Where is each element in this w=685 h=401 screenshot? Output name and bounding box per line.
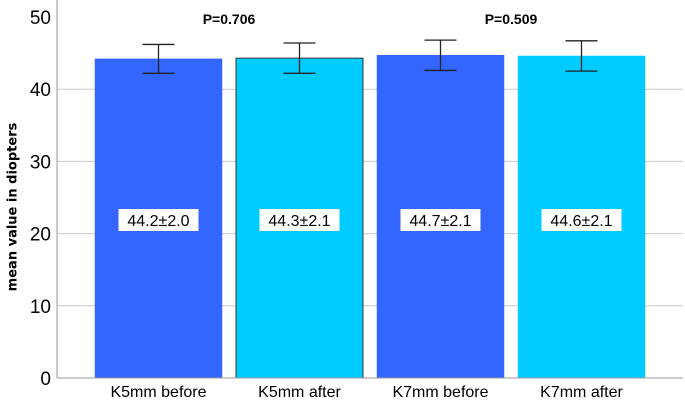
x-tick-label: K5mm before [110,384,206,401]
x-axis: K5mm before K5mm after K7mm before K7mm aft… [57,377,683,401]
svg-text:44.7±2.1: 44.7±2.1 [409,213,471,230]
p-value-label: P=0.509 [485,11,538,27]
data-label: 44.3±2.1 [259,209,340,231]
y-axis: 0 10 20 30 40 50 [30,0,58,390]
svg-text:44.2±2.0: 44.2±2.0 [127,213,189,230]
bars [94,55,646,379]
y-tick-label: 0 [40,369,51,390]
svg-text:44.6±2.1: 44.6±2.1 [550,213,612,230]
data-label: 44.6±2.1 [541,209,622,231]
svg-text:44.3±2.1: 44.3±2.1 [268,213,330,230]
data-labels: 44.2±2.0 44.3±2.1 44.7±2.1 44.6±2.1 [118,209,622,231]
error-bar [142,43,175,74]
error-bar [283,42,316,74]
p-value-label: P=0.706 [203,11,256,27]
error-bar [424,39,457,72]
error-bars [142,39,598,74]
error-bar [565,40,598,72]
y-tick-label: 40 [30,80,51,101]
y-tick-label: 30 [30,152,51,173]
y-tick-label: 10 [30,297,51,318]
x-tick-label: K7mm before [392,384,488,401]
y-axis-title: mean value in diopters [5,122,21,292]
y-tick-label: 20 [30,225,51,246]
x-tick-label: K7mm after [540,384,623,401]
data-label: 44.7±2.1 [400,209,481,231]
y-tick-label: 50 [30,8,51,29]
data-label: 44.2±2.0 [118,209,199,231]
x-tick-label: K5mm after [258,384,341,401]
p-value-annotations: P=0.706 P=0.509 [203,11,538,27]
